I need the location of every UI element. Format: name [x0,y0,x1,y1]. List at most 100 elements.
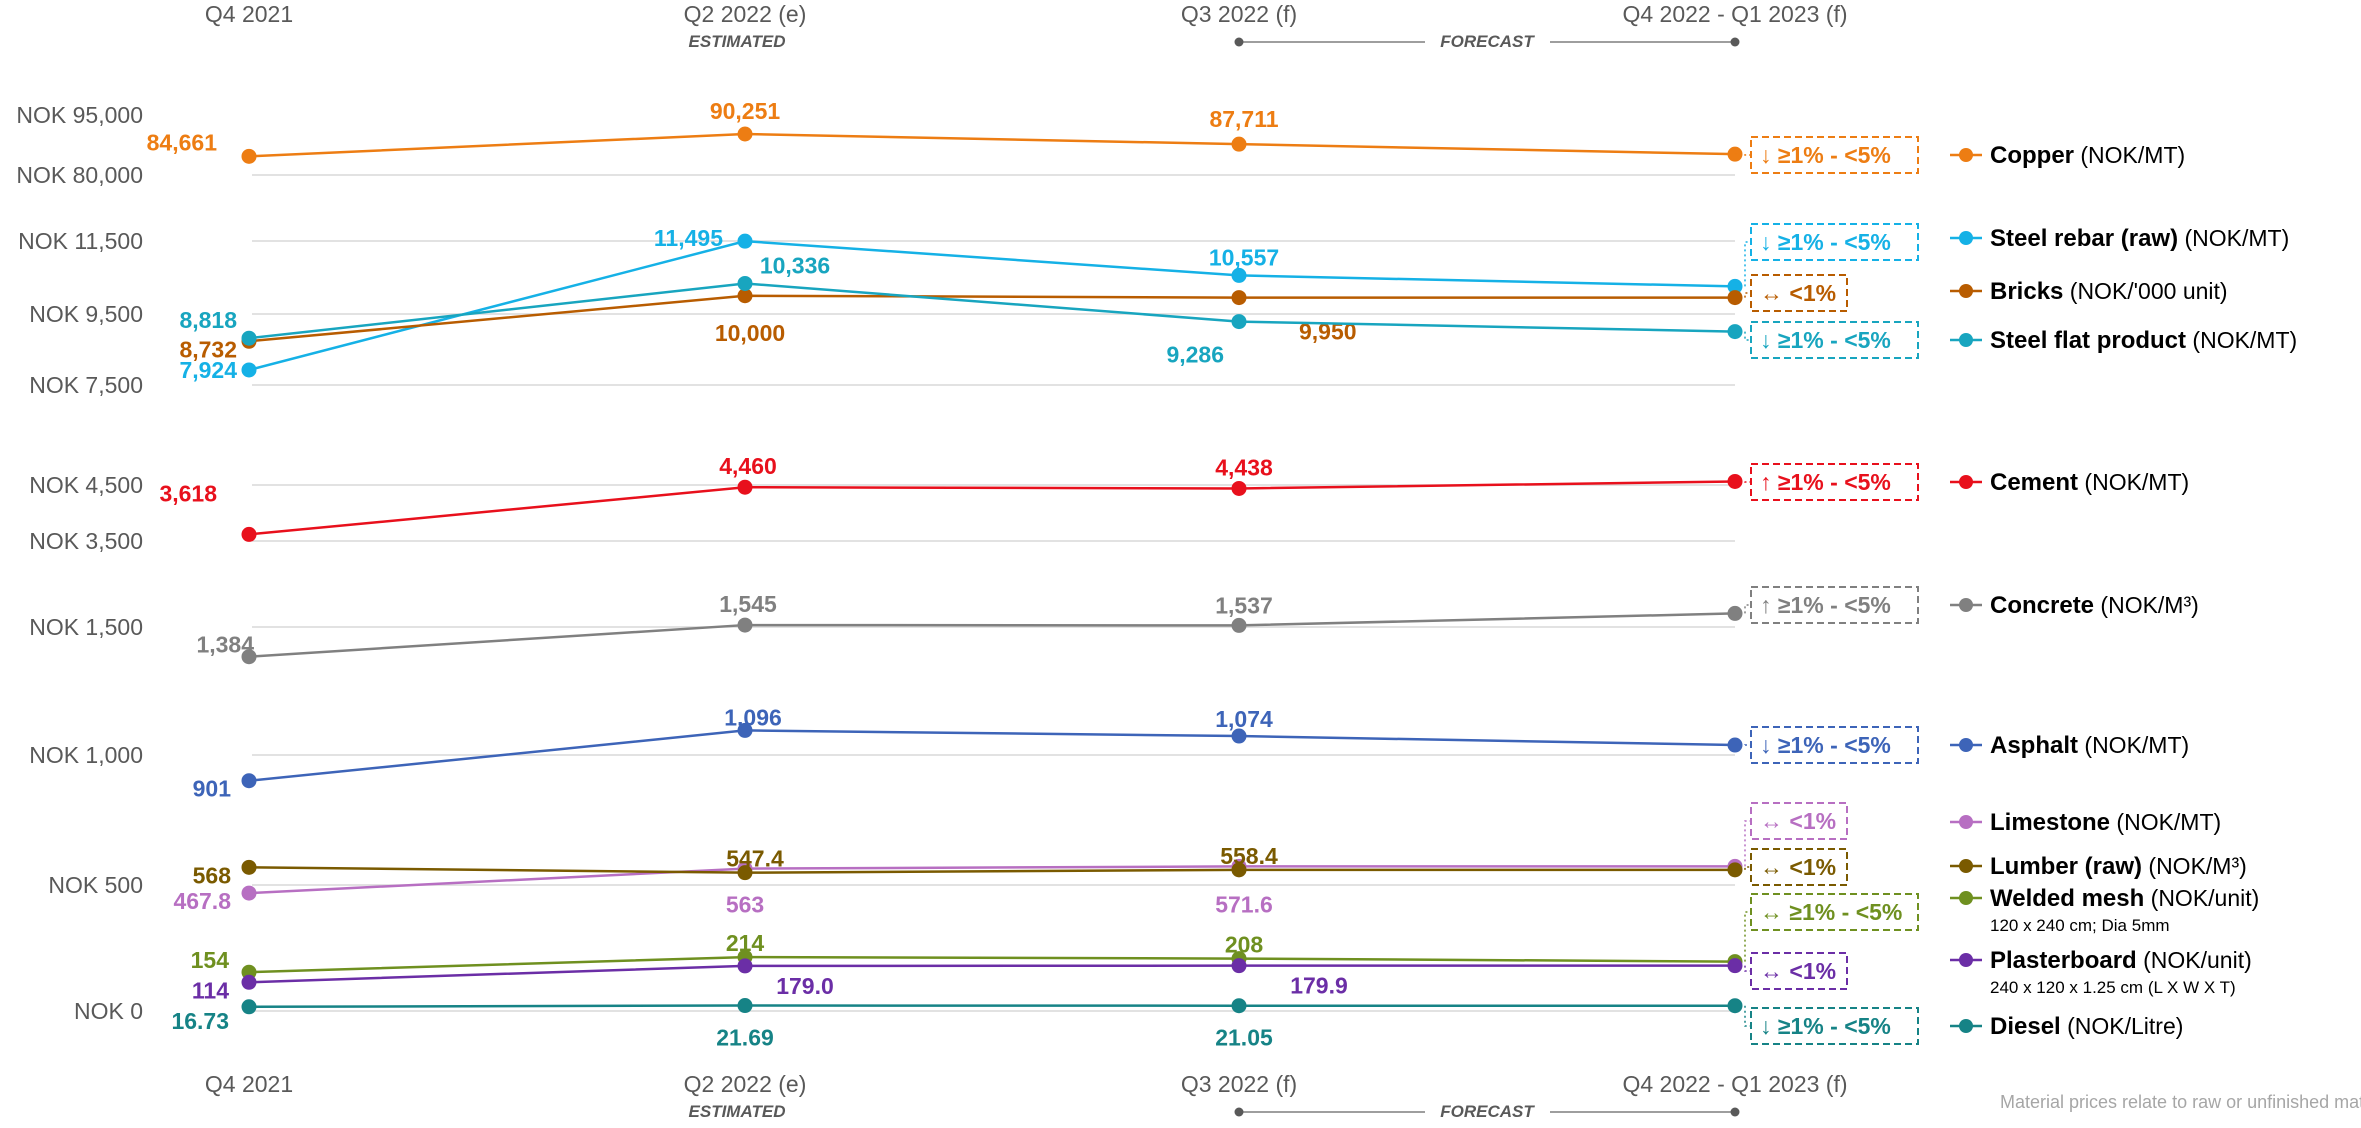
x-tick-label-bottom: Q2 2022 (e) [684,1071,807,1097]
forecast-label: ↓ ≥1% - <5% [1760,327,1891,353]
legend-series-name: Welded mesh [1990,885,2144,912]
forecast-connector [1735,964,1751,972]
data-point [1231,617,1247,633]
series-line-3 [248,282,1736,340]
forecast-label: ↑ ≥1% - <5% [1760,469,1891,495]
legend-series-name: Limestone [1990,809,2110,836]
forecast-label: ↓ ≥1% - <5% [1760,732,1891,758]
forecast-box [1750,321,1919,359]
series-line-7 [248,865,1735,895]
estimated-marker-bottom: ESTIMATED [689,1102,786,1121]
forecast-marker-top: FORECAST [1440,32,1535,51]
data-label: 21.69 [716,1025,774,1051]
series-line-9 [248,955,1736,974]
forecast-label: ↑ ≥1% - <5% [1760,592,1891,618]
legend-series-name: Lumber (raw) [1990,853,2142,880]
forecast-bracket-dot-top [1234,37,1244,47]
forecast-label: ↔ <1% [1760,958,1836,984]
x-tick-label-top: Q3 2022 (f) [1181,1,1297,27]
data-label: 214 [726,930,765,956]
data-point [241,330,257,346]
data-point [241,148,257,164]
data-point [737,479,753,495]
x-tick-label-bottom: Q3 2022 (f) [1181,1071,1297,1097]
data-label: 208 [1225,932,1264,958]
data-point [1231,267,1247,283]
legend-series-name: Diesel [1990,1013,2061,1040]
data-label: 563 [726,892,764,918]
data-point [241,999,257,1015]
data-point [737,865,753,881]
data-point [241,885,257,901]
data-point [241,362,257,378]
legend-series-name: Bricks [1990,278,2063,305]
legend-series-name: Steel rebar (raw) [1990,225,2178,252]
forecast-label: ↔ <1% [1760,280,1836,306]
data-point [737,722,753,738]
forecast-box [1750,802,1848,840]
data-label: 1,096 [724,704,782,730]
legend-series-name: Copper [1990,142,2074,169]
legend-series-unit: (NOK/MT) [2178,225,2289,251]
y-tick-label: NOK 0 [74,998,143,1024]
legend-series-unit: (NOK/MT) [2186,327,2297,353]
legend-entry: Lumber (raw) (NOK/M³) [1990,853,2247,880]
y-tick-label: NOK 95,000 [16,102,143,128]
forecast-connector [1735,241,1751,288]
series-line-0 [248,132,1736,158]
y-tick-label: NOK 11,500 [18,228,143,254]
footnote: Material prices relate to raw or unfinis… [2000,1092,2361,1112]
forecast-box [1750,893,1919,931]
data-label: 1,537 [1215,592,1273,618]
forecast-box [1750,463,1919,501]
forecast-connector [1735,292,1751,299]
data-point [1231,862,1247,878]
data-point [737,998,753,1014]
data-label: 10,336 [760,252,830,278]
series-line-5 [248,612,1736,658]
y-tick-label: NOK 3,500 [29,528,143,554]
forecast-label: ↓ ≥1% - <5% [1760,229,1891,255]
data-label: 901 [193,776,232,802]
y-tick-label: NOK 4,500 [29,472,143,498]
y-tick-label: NOK 80,000 [16,162,143,188]
forecast-box [1750,223,1919,261]
data-point [1231,290,1247,306]
legend-series-unit: (NOK/MT) [2078,732,2189,758]
forecast-connector [1735,480,1751,483]
legend-series-unit: (NOK/M³) [2094,592,2199,618]
forecast-bracket-dot-top [1730,37,1740,47]
legend-swatch-dot [1959,231,1973,245]
legend-sub: 120 x 240 cm; Dia 5mm [1990,916,2170,935]
data-label: 8,732 [179,336,237,362]
forecast-label: ↔ <1% [1760,854,1836,880]
legend-series-name: Concrete [1990,592,2094,619]
forecast-connector [1735,153,1751,156]
forecast-box [1750,136,1919,174]
data-label: 558.4 [1220,843,1278,869]
legend-entry: Cement (NOK/MT) [1990,469,2189,496]
data-label: 10,000 [715,320,785,346]
legend-entry: Copper (NOK/MT) [1990,142,2185,169]
x-tick-label-bottom: Q4 2021 [205,1071,293,1097]
legend-entry: Welded mesh (NOK/unit) [1990,885,2259,912]
data-point [241,526,257,542]
estimated-marker-top: ESTIMATED [689,32,786,51]
data-label: 84,661 [147,129,218,155]
data-label: 4,460 [719,453,777,479]
legend-swatch-dot [1959,475,1973,489]
data-label: 21.05 [1215,1025,1273,1051]
data-label: 1,074 [1215,706,1273,732]
y-tick-label: NOK 9,500 [29,301,143,327]
legend-swatch-dot [1959,815,1973,829]
data-point [1231,998,1247,1014]
data-point [737,288,753,304]
data-label: 87,711 [1209,106,1278,132]
legend-series-name: Plasterboard [1990,947,2137,974]
data-label: 1,545 [719,591,777,617]
series-line-8 [248,866,1735,874]
data-point [1231,480,1247,496]
forecast-connector [1735,866,1751,871]
y-tick-label: NOK 1,000 [29,742,143,768]
forecast-label: ↔ ≥1% - <5% [1760,899,1902,925]
